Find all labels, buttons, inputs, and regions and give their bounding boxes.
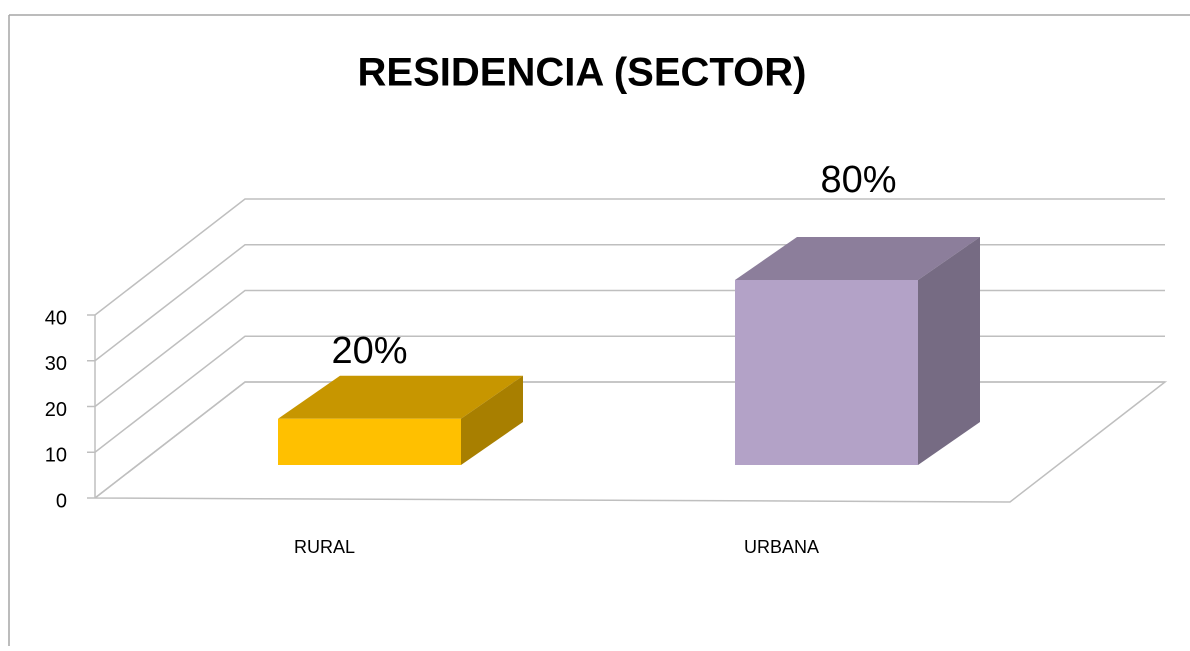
y-tick-label: 40	[45, 307, 67, 329]
grid-line	[94, 335, 1165, 453]
bar-side	[461, 375, 523, 465]
y-tick-label: 0	[56, 490, 67, 512]
grid-line	[94, 381, 1165, 499]
x-tick-label: RURAL	[294, 537, 355, 557]
bar-top	[278, 375, 523, 419]
y-tick-label: 10	[45, 445, 67, 467]
bar-top	[735, 237, 980, 280]
x-tick-label: URBANA	[744, 537, 819, 557]
bar-side	[918, 237, 980, 465]
y-tick-label: 20	[45, 399, 67, 421]
grid-line	[94, 198, 1165, 316]
bar	[735, 280, 918, 465]
chart-title: RESIDENCIA (SECTOR)	[358, 51, 807, 95]
data-label: 20%	[331, 330, 407, 372]
grid-line	[94, 244, 1165, 362]
data-label: 80%	[820, 159, 896, 201]
floor	[94, 381, 1168, 503]
grid-line	[94, 289, 1165, 408]
y-tick-label: 30	[45, 353, 67, 375]
bar	[278, 418, 461, 465]
